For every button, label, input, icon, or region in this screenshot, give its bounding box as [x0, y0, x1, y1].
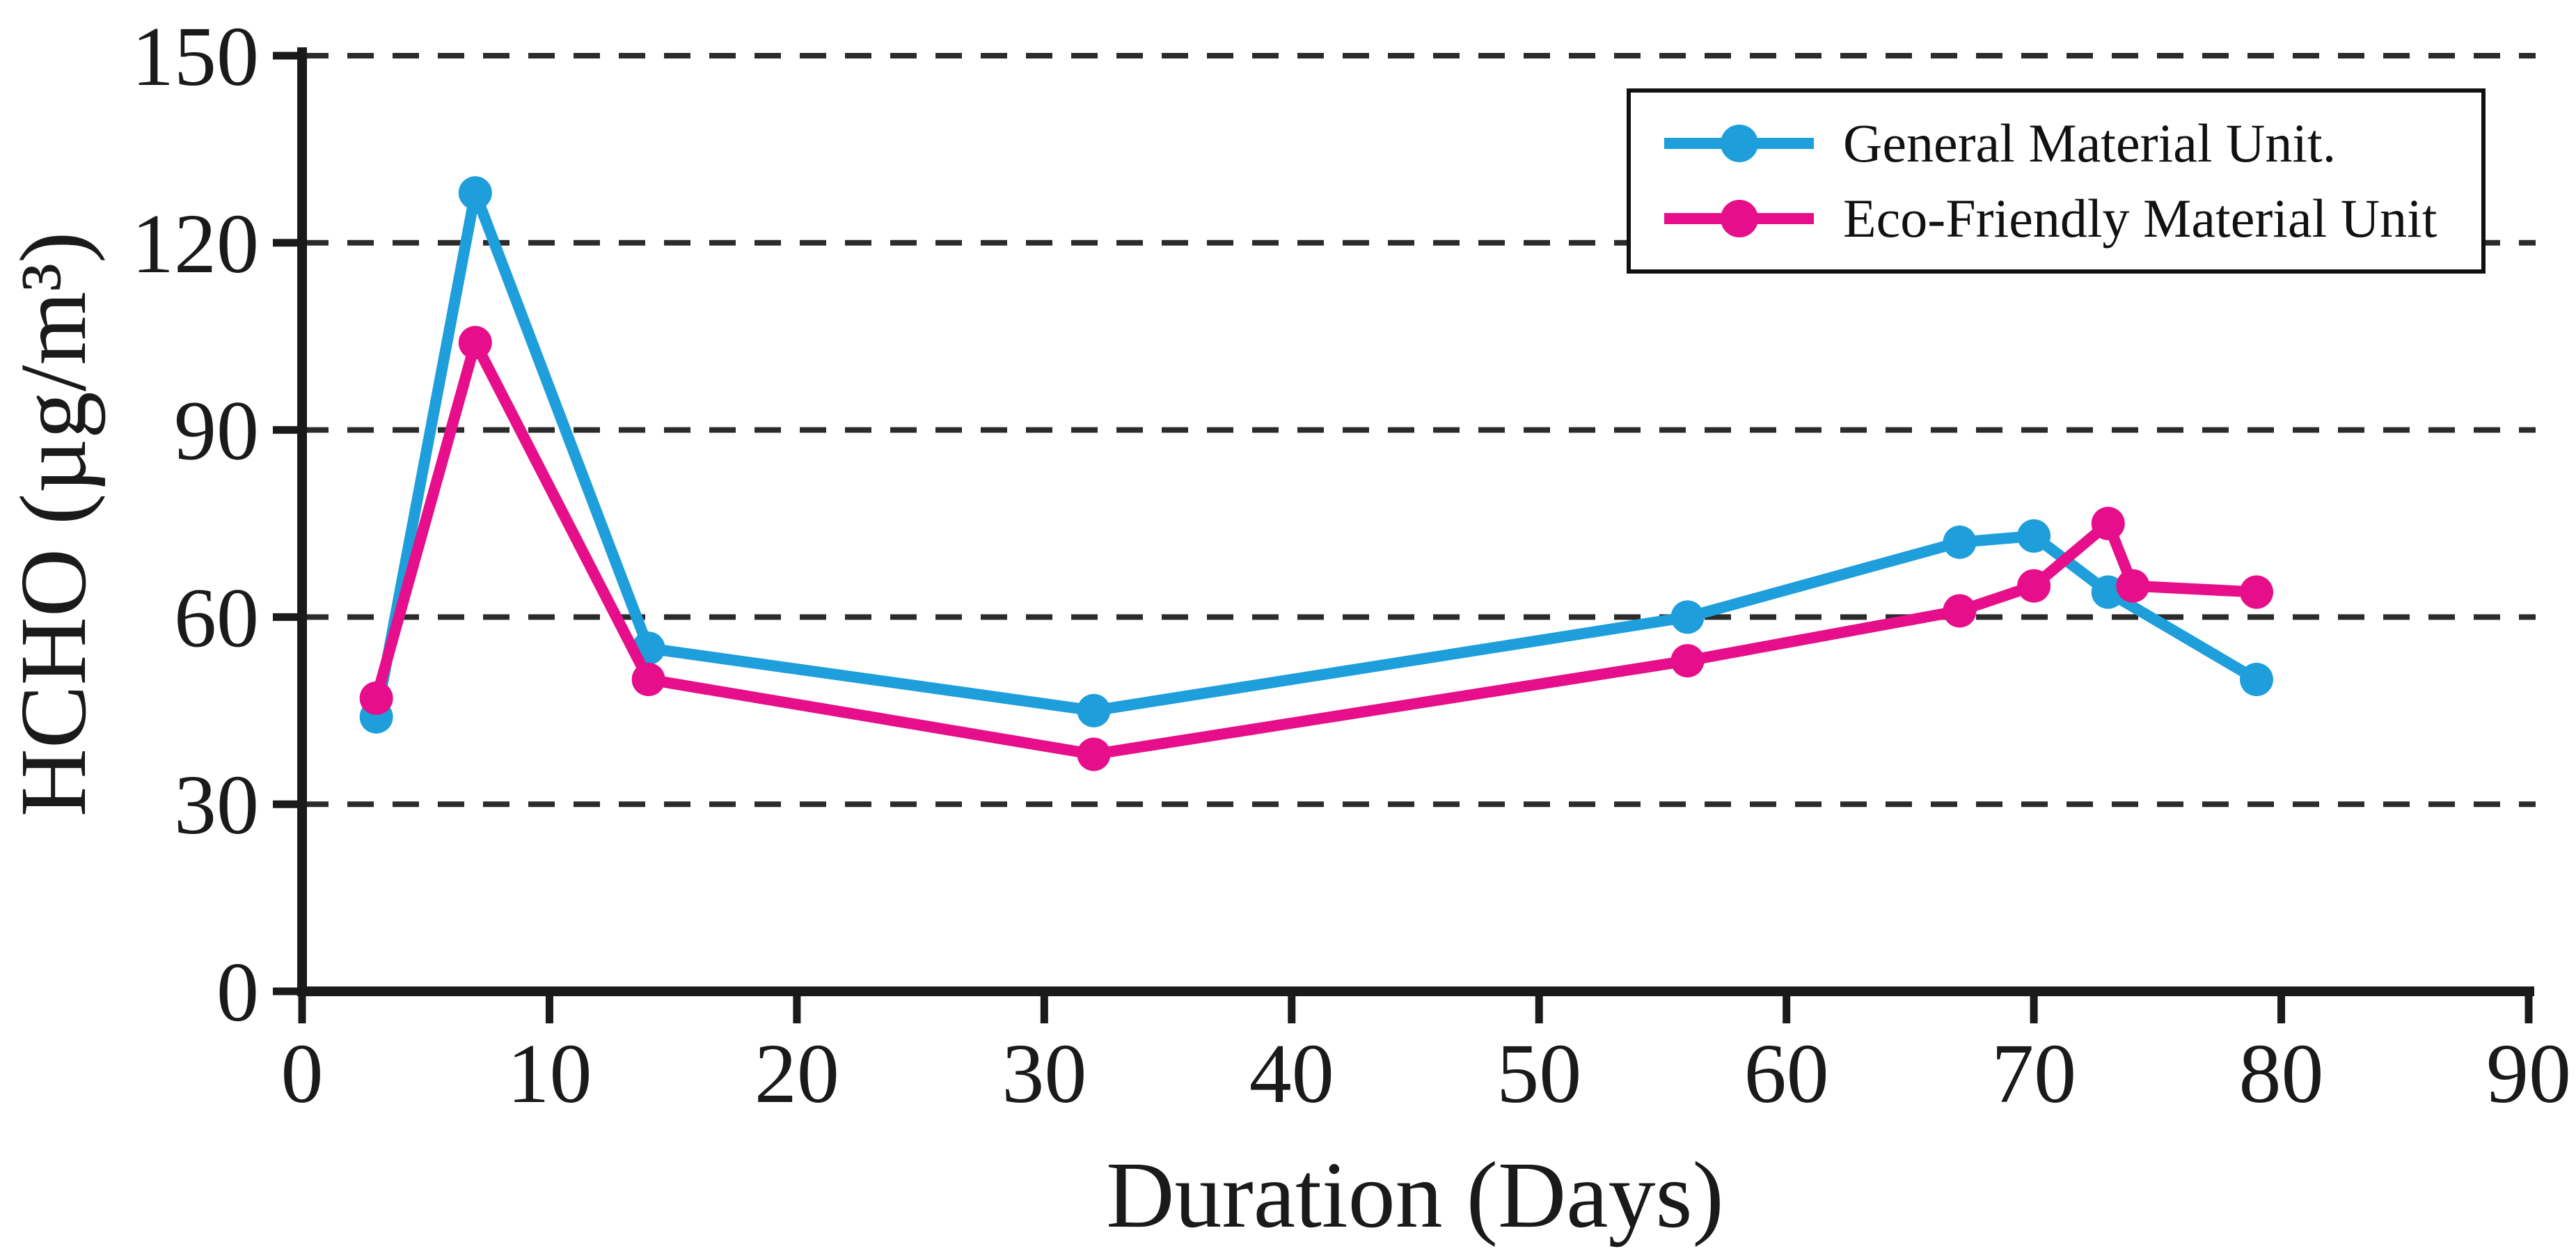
legend-line-marker-icon — [1664, 124, 1814, 163]
y-tick-label: 120 — [132, 197, 259, 291]
data-point-marker — [1077, 737, 1111, 771]
legend-item: Eco-Friendly Material Unit — [1664, 191, 2481, 246]
x-tick-label: 60 — [1744, 1027, 1829, 1121]
data-point-marker — [2091, 507, 2125, 540]
y-axis-title: HCHO (µg/m³) — [1, 232, 106, 817]
data-point-marker — [1943, 525, 1977, 559]
legend-label: Eco-Friendly Material Unit — [1843, 188, 2437, 249]
data-point-marker — [458, 326, 492, 360]
legend-label: General Material Unit. — [1843, 113, 2337, 173]
legend-line-marker-icon — [1664, 199, 1814, 238]
x-tick-label: 20 — [754, 1027, 839, 1121]
x-tick-label: 0 — [281, 1027, 324, 1121]
x-tick-label: 80 — [2239, 1027, 2324, 1121]
x-tick-label: 10 — [507, 1027, 592, 1121]
y-tick-label: 90 — [174, 384, 259, 478]
y-tick-label: 60 — [174, 571, 259, 665]
data-point-marker — [631, 663, 665, 696]
data-point-marker — [458, 176, 492, 210]
series-line — [370, 337, 2263, 760]
data-point-marker — [2116, 569, 2150, 603]
data-point-marker — [1670, 600, 1705, 634]
data-point-marker — [2240, 575, 2274, 609]
y-tick-label: 0 — [216, 945, 259, 1039]
data-point-marker — [2017, 519, 2051, 553]
ticks-group — [273, 52, 2533, 1023]
data-point-marker — [359, 681, 393, 715]
data-point-marker — [1077, 693, 1111, 727]
legend-dot — [1720, 125, 1758, 162]
data-point-marker — [2017, 569, 2051, 603]
x-tick-label: 90 — [2486, 1027, 2571, 1121]
data-point-marker — [1943, 594, 1977, 628]
series-group — [359, 176, 2274, 771]
legend-item: General Material Unit. — [1664, 116, 2481, 171]
x-tick-label: 50 — [1496, 1027, 1581, 1121]
x-tick-label: 40 — [1249, 1027, 1334, 1121]
legend: General Material Unit. Eco-Friendly Mater… — [1627, 88, 2486, 274]
x-tick-label: 30 — [1002, 1027, 1086, 1121]
y-tick-label: 150 — [132, 10, 259, 104]
data-point-marker — [1670, 644, 1705, 678]
tick-labels-group: 0 30 60 90 120 150 0 10 20 30 40 50 60 70 80 90 — [132, 10, 2571, 1121]
y-tick-label: 30 — [174, 758, 259, 852]
axes-group — [297, 47, 2534, 996]
data-point-marker — [2240, 663, 2274, 696]
x-axis-title: Duration (Days) — [1106, 1143, 1724, 1248]
x-tick-label: 70 — [1991, 1027, 2076, 1121]
legend-dot — [1720, 200, 1758, 237]
